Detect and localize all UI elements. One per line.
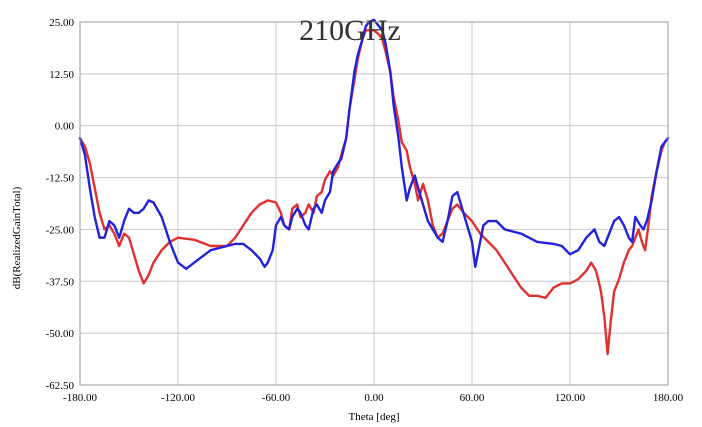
grid — [79, 21, 669, 386]
x-tick-label: 60.00 — [460, 392, 485, 404]
y-tick-label: 0.00 — [55, 121, 75, 133]
y-tick-label: 12.50 — [49, 69, 74, 81]
x-axis-label: Theta [deg] — [349, 411, 400, 423]
x-tick-label: -120.00 — [161, 392, 195, 404]
y-tick-label: -50.00 — [46, 328, 75, 340]
x-tick-label: 180.00 — [653, 392, 684, 404]
y-axis-label: dB(RealizedGainTotal) — [11, 186, 23, 289]
tick-labels: -180.00 -120.00 -60.00 0.00 60.00 120.00 180.0… — [46, 17, 684, 404]
plot-frame — [79, 21, 669, 386]
chart-title: 210GHz — [299, 14, 401, 47]
red-series-line — [78, 29, 670, 356]
y-tick-label: -62.50 — [46, 380, 75, 392]
x-tick-label: -180.00 — [63, 392, 97, 404]
x-tick-label: 120.00 — [555, 392, 586, 404]
y-tick-label: 25.00 — [49, 17, 74, 29]
y-tick-label: -25.00 — [46, 224, 75, 236]
x-tick-label: -60.00 — [262, 392, 291, 404]
y-tick-label: -12.50 — [46, 173, 75, 185]
x-tick-label: 0.00 — [364, 392, 384, 404]
y-tick-label: -37.50 — [46, 276, 75, 288]
